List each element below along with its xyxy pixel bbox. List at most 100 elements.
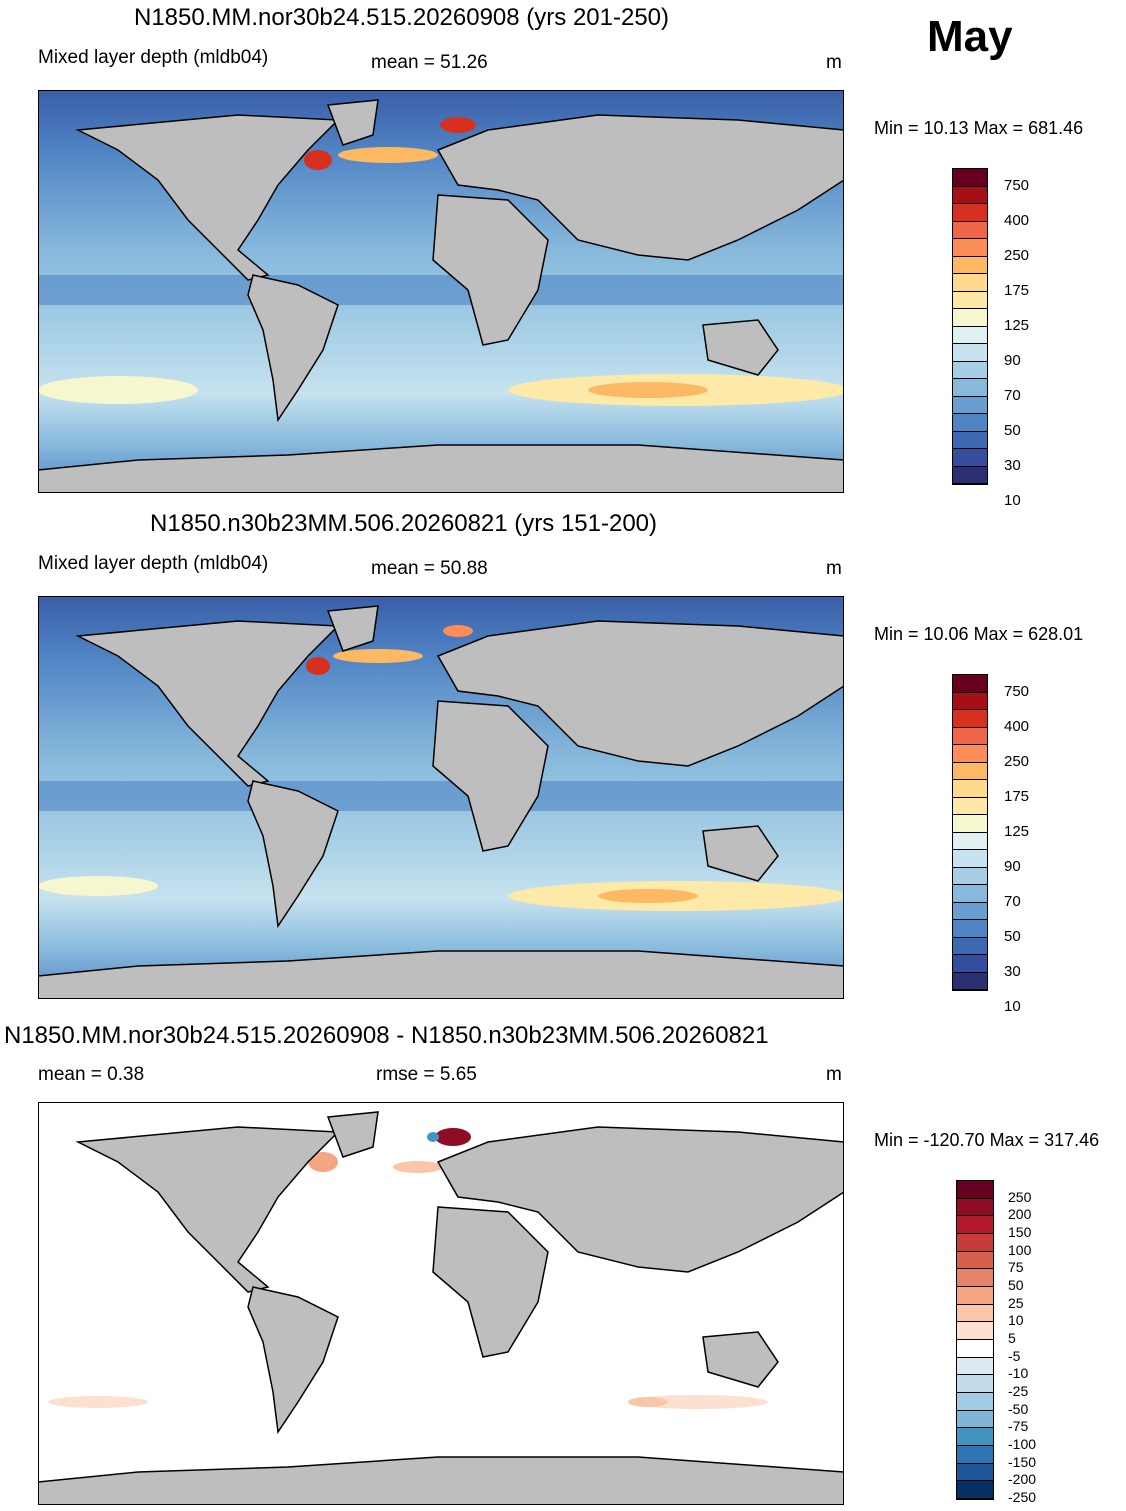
antarctica [38, 444, 844, 493]
diff-patch-southern-ocean [628, 1395, 768, 1409]
africa [432, 194, 549, 346]
equatorial-band [38, 781, 844, 811]
continents [38, 99, 844, 493]
colorbar-label: 25 [1008, 1294, 1024, 1311]
colorbar-swatch [953, 937, 987, 955]
mean-label: mean = 50.88 [371, 558, 488, 579]
colorbar-labels: 750 400 250 175 125 90 70 50 30 10 [1004, 674, 1064, 1014]
colorbar-label: 50 [1004, 927, 1021, 945]
variable-label: Mixed layer depth (mldb04) [38, 553, 269, 574]
nordic-seas-max [440, 117, 476, 133]
colorbar-swatch [953, 762, 987, 780]
panel-2: N1850.n30b23MM.506.20260821 (yrs 151-200… [0, 506, 1126, 1014]
colorbar-swatch [953, 710, 987, 728]
colorbar-swatch [953, 885, 987, 903]
south-america [247, 780, 339, 929]
colorbar-swatch [957, 1481, 993, 1500]
australia [702, 825, 779, 882]
colorbar-swatch [957, 1357, 993, 1376]
colorbar-swatch [953, 902, 987, 920]
colorbar-swatch [953, 920, 987, 938]
colorbar-swatch [953, 449, 987, 467]
diff-patch-labrador [308, 1152, 338, 1172]
north-america [75, 1126, 340, 1293]
colorbar-swatch [953, 466, 987, 484]
eurasia [436, 620, 844, 767]
colorbar-label: -200 [1008, 1471, 1037, 1488]
north-atlantic-band [333, 649, 423, 663]
colorbar-swatch [957, 1216, 993, 1235]
colorbar-label: 90 [1004, 351, 1021, 369]
colorbar-swatch [953, 396, 987, 414]
colorbar-swatch [953, 955, 987, 973]
colorbar-label: 70 [1004, 386, 1021, 404]
greenland [326, 605, 379, 652]
nordic-seas-max [443, 625, 473, 637]
colorbar-swatch [957, 1375, 993, 1394]
panel-title: N1850.n30b23MM.506.20260821 (yrs 151-200… [150, 510, 658, 537]
colorbar-swatch [953, 256, 987, 274]
colorbar-label: -5 [1008, 1347, 1021, 1364]
panel-1: N1850.MM.nor30b24.515.20260908 (yrs 201-… [0, 0, 1126, 509]
colorbar-swatch [953, 832, 987, 850]
colorbar-label: 175 [1004, 281, 1030, 299]
greenland [326, 1111, 379, 1158]
colorbar-swatch [953, 186, 987, 204]
colorbar-swatches [953, 675, 987, 990]
minmax-label: Min = -120.70 Max = 317.46 [874, 1130, 1100, 1150]
southern-ocean-core [598, 889, 698, 903]
colorbar-swatch [953, 414, 987, 432]
labrador-sea-max [306, 657, 330, 675]
colorbar-swatch [957, 1198, 993, 1217]
colorbar-labels: 250 200 150 100 75 50 25 10 5 -5 -10 -25 -50 -75 -100-… [1008, 1180, 1068, 1504]
colorbar-swatch [953, 274, 987, 292]
colorbar-swatch [957, 1304, 993, 1323]
colorbar-swatch [953, 239, 987, 257]
world-map [38, 596, 844, 999]
south-america [247, 1286, 339, 1435]
south-pacific-band [38, 376, 198, 404]
colorbar-label: 10 [1004, 997, 1021, 1015]
labrador-sea-max [304, 150, 332, 170]
colorbar-label: 90 [1004, 857, 1021, 875]
colorbar-swatch [957, 1181, 993, 1199]
diff-patch-south-pacific [48, 1396, 148, 1408]
colorbar-swatch [953, 344, 987, 362]
unit-label: m [826, 558, 842, 579]
colorbar-label: -100 [1008, 1436, 1037, 1452]
colorbar-label: 250 [1004, 752, 1030, 770]
panel-3: N1850.MM.nor30b24.515.20260908 - N1850.n… [0, 1012, 1126, 1511]
world-map [38, 90, 844, 493]
colorbar-swatch [953, 867, 987, 885]
continents [38, 605, 844, 999]
colorbar-swatch [953, 692, 987, 710]
africa [432, 700, 549, 852]
minmax-label: Min = 10.13 Max = 681.46 [874, 118, 1084, 138]
minmax-label: Min = 10.06 Max = 628.01 [874, 624, 1084, 644]
unit-label: m [826, 52, 842, 73]
colorbar-label: -250 [1008, 1489, 1037, 1505]
colorbar-label: 750 [1004, 682, 1030, 700]
south-pacific-band [38, 876, 158, 896]
colorbar-swatch [957, 1393, 993, 1411]
colorbar-label: 200 [1008, 1206, 1032, 1223]
colorbar-label: 50 [1004, 421, 1021, 439]
colorbar-label: 750 [1004, 176, 1030, 194]
mean-label: mean = 0.38 [38, 1064, 145, 1085]
colorbar-swatch [957, 1287, 993, 1305]
africa [432, 1206, 549, 1358]
colorbar-label: 400 [1004, 211, 1030, 229]
colorbar-label: -10 [1008, 1365, 1029, 1382]
colorbar-swatch [957, 1410, 993, 1429]
colorbar-label: -25 [1008, 1383, 1029, 1399]
colorbar-label: 10 [1008, 1312, 1024, 1329]
colorbar-swatch [953, 221, 987, 239]
colorbar-label: 250 [1004, 246, 1030, 264]
colorbar-swatch [953, 972, 987, 990]
colorbar-swatch [953, 780, 987, 798]
colorbar-label: 5 [1008, 1330, 1016, 1346]
colorbar-label: 10 [1004, 491, 1021, 509]
north-atlantic-band [338, 147, 438, 163]
colorbar-label: 175 [1004, 787, 1030, 805]
colorbar-label: 150 [1008, 1224, 1032, 1240]
